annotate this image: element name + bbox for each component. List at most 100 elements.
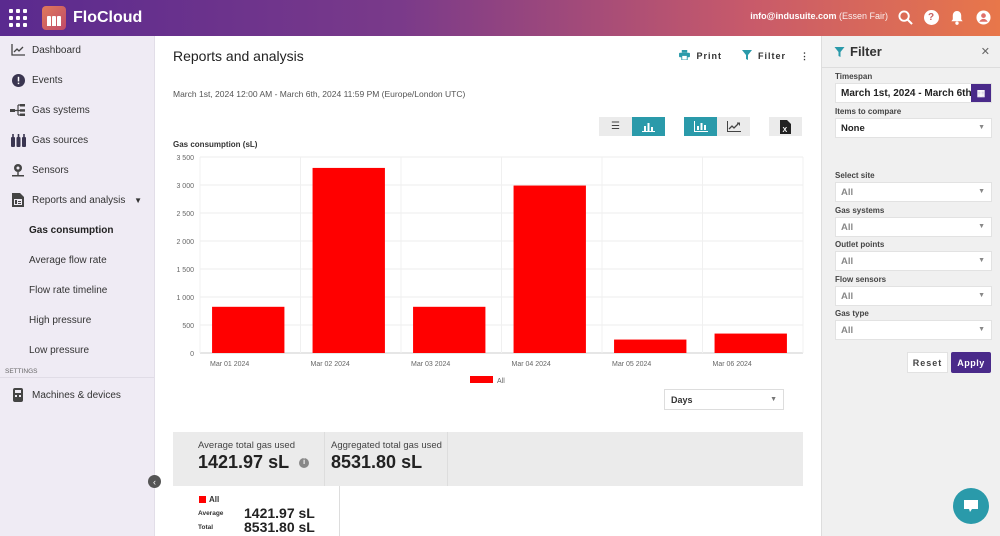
sidebar-subitem-gas-consumption[interactable]: Gas consumption [29,224,114,236]
average-stat-label: Average total gas used [198,440,296,451]
bar-chart-icon [693,121,708,132]
settings-section-label: SETTINGS [0,366,154,378]
svg-text:0: 0 [190,351,194,358]
svg-text:500: 500 [182,323,194,330]
chart-type-group [684,117,750,136]
sidebar-item-label: Gas sources [32,134,89,146]
apply-button[interactable]: Apply [951,352,991,373]
gas-type-label: Gas type [835,309,869,318]
network-icon [10,104,26,116]
detail-total-value: 8531.80 sL [244,519,315,535]
chevron-down-icon: ▼ [770,396,777,403]
sidebar-item-sensors[interactable]: Sensors [0,155,154,185]
main-content: Reports and analysis Print Filter ⋮ Marc… [155,36,821,536]
filter-label: Filter [757,51,786,61]
print-button[interactable]: Print [679,50,722,62]
sidebar-subitem-low-pressure[interactable]: Low pressure [29,344,90,356]
top-bar: FloCloud info@indusuite.com (Essen Fair)… [0,0,1000,36]
user-info[interactable]: info@indusuite.com (Essen Fair) [750,11,888,21]
filter-button[interactable]: Filter [741,50,786,62]
gas-systems-select[interactable]: All ▼ [835,217,992,237]
sidebar-subitem-average-flow-rate[interactable]: Average flow rate [29,254,107,266]
user-org: (Essen Fair) [838,11,888,21]
compare-label: Items to compare [835,107,902,116]
sidebar-item-label: Gas systems [32,104,90,116]
aggregated-stat-value: 8531.80 sL [331,452,423,472]
export-excel-button[interactable]: X [769,117,802,136]
help-icon[interactable]: ? [922,8,940,26]
sidebar-item-label: Events [32,74,63,86]
calendar-icon[interactable]: ▦ [971,84,991,102]
chart-view-button[interactable] [632,117,665,136]
sidebar-item-machines-devices[interactable]: Machines & devices [0,380,154,410]
bar[interactable] [614,339,687,353]
collapse-sidebar-button[interactable]: ‹ [148,475,161,488]
sidebar-item-dashboard[interactable]: Dashboard [0,35,154,65]
interval-select-value: Days [671,395,693,405]
compare-value: None [841,123,865,134]
device-icon [10,388,26,402]
timespan-label: Timespan [835,72,873,81]
chevron-down-icon: ▼ [978,292,985,299]
info-icon[interactable]: i [299,457,310,468]
legend-swatch[interactable] [470,376,493,383]
series-detail: All Average 1421.97 sL Total 8531.80 sL [173,486,340,536]
interval-select[interactable]: Days ▼ [664,389,784,410]
sidebar-subitem-high-pressure[interactable]: High pressure [29,314,92,326]
account-icon[interactable] [974,8,992,26]
svg-text:X: X [783,127,788,134]
chat-button[interactable] [953,488,989,524]
sidebar-subitem-flow-rate-timeline[interactable]: Flow rate timeline [29,284,108,296]
close-icon[interactable]: ✕ [980,46,990,58]
bar[interactable] [714,333,787,353]
sidebar-item-events[interactable]: Events [0,65,154,95]
report-icon [10,193,26,207]
line-chart-type-button[interactable] [717,117,750,136]
sidebar: Dashboard Events Gas systems Gas sources… [0,36,155,536]
bar[interactable] [212,306,285,353]
table-view-button[interactable]: ☰ [599,117,632,136]
sidebar-item-gas-sources[interactable]: Gas sources [0,125,154,155]
stats-summary: Average total gas used 1421.97 sL i Aggre… [173,432,803,486]
svg-text:2 500: 2 500 [176,211,194,218]
site-select[interactable]: All ▼ [835,182,992,202]
gas-type-select[interactable]: All ▼ [835,320,992,340]
svg-text:Mar 04 2024: Mar 04 2024 [512,361,551,368]
flow-sensors-label: Flow sensors [835,275,887,284]
chat-bubble-icon [964,500,978,512]
sidebar-item-label: Reports and analysis [32,194,126,206]
compare-select[interactable]: None ▼ [835,118,992,138]
chevron-down-icon: ▼ [978,188,985,195]
detail-average-label: Average [198,510,224,517]
chart-title: Gas consumption (sL) [173,140,258,149]
reset-button[interactable]: Reset [907,352,948,373]
aggregated-stat-label: Aggregated total gas used [331,440,442,451]
site-label: Select site [835,171,875,180]
svg-text:3 000: 3 000 [176,183,194,190]
outlet-label: Outlet points [835,240,885,249]
bell-icon[interactable] [948,8,966,26]
svg-text:Mar 02 2024: Mar 02 2024 [311,361,350,368]
outlet-select[interactable]: All ▼ [835,251,992,271]
more-options-icon[interactable]: ⋮ [800,50,809,61]
timespan-field[interactable]: March 1st, 2024 - March 6th, 2024 ▦ [835,83,992,103]
caret-down-icon[interactable]: ▼ [134,195,142,205]
chevron-down-icon: ▼ [978,223,985,230]
bar[interactable] [312,167,385,353]
chevron-down-icon: ▼ [978,124,985,131]
gas-systems-label: Gas systems [835,206,885,215]
series-name: All [209,495,220,504]
sidebar-item-label: Sensors [32,164,69,176]
bar-chart-type-button[interactable] [684,117,717,136]
bar[interactable] [513,185,586,353]
sidebar-item-reports[interactable]: Reports and analysis ▼ [0,185,154,215]
apps-grid-icon[interactable] [8,8,28,28]
detail-total-label: Total [198,524,214,531]
svg-text:Mar 05 2024: Mar 05 2024 [612,361,651,368]
sidebar-item-gas-systems[interactable]: Gas systems [0,95,154,125]
svg-text:Mar 06 2024: Mar 06 2024 [713,361,752,368]
bar[interactable] [413,306,486,353]
search-icon[interactable] [896,8,914,26]
aggregated-stat: Aggregated total gas used 8531.80 sL [325,432,448,486]
flow-sensors-select[interactable]: All ▼ [835,286,992,306]
